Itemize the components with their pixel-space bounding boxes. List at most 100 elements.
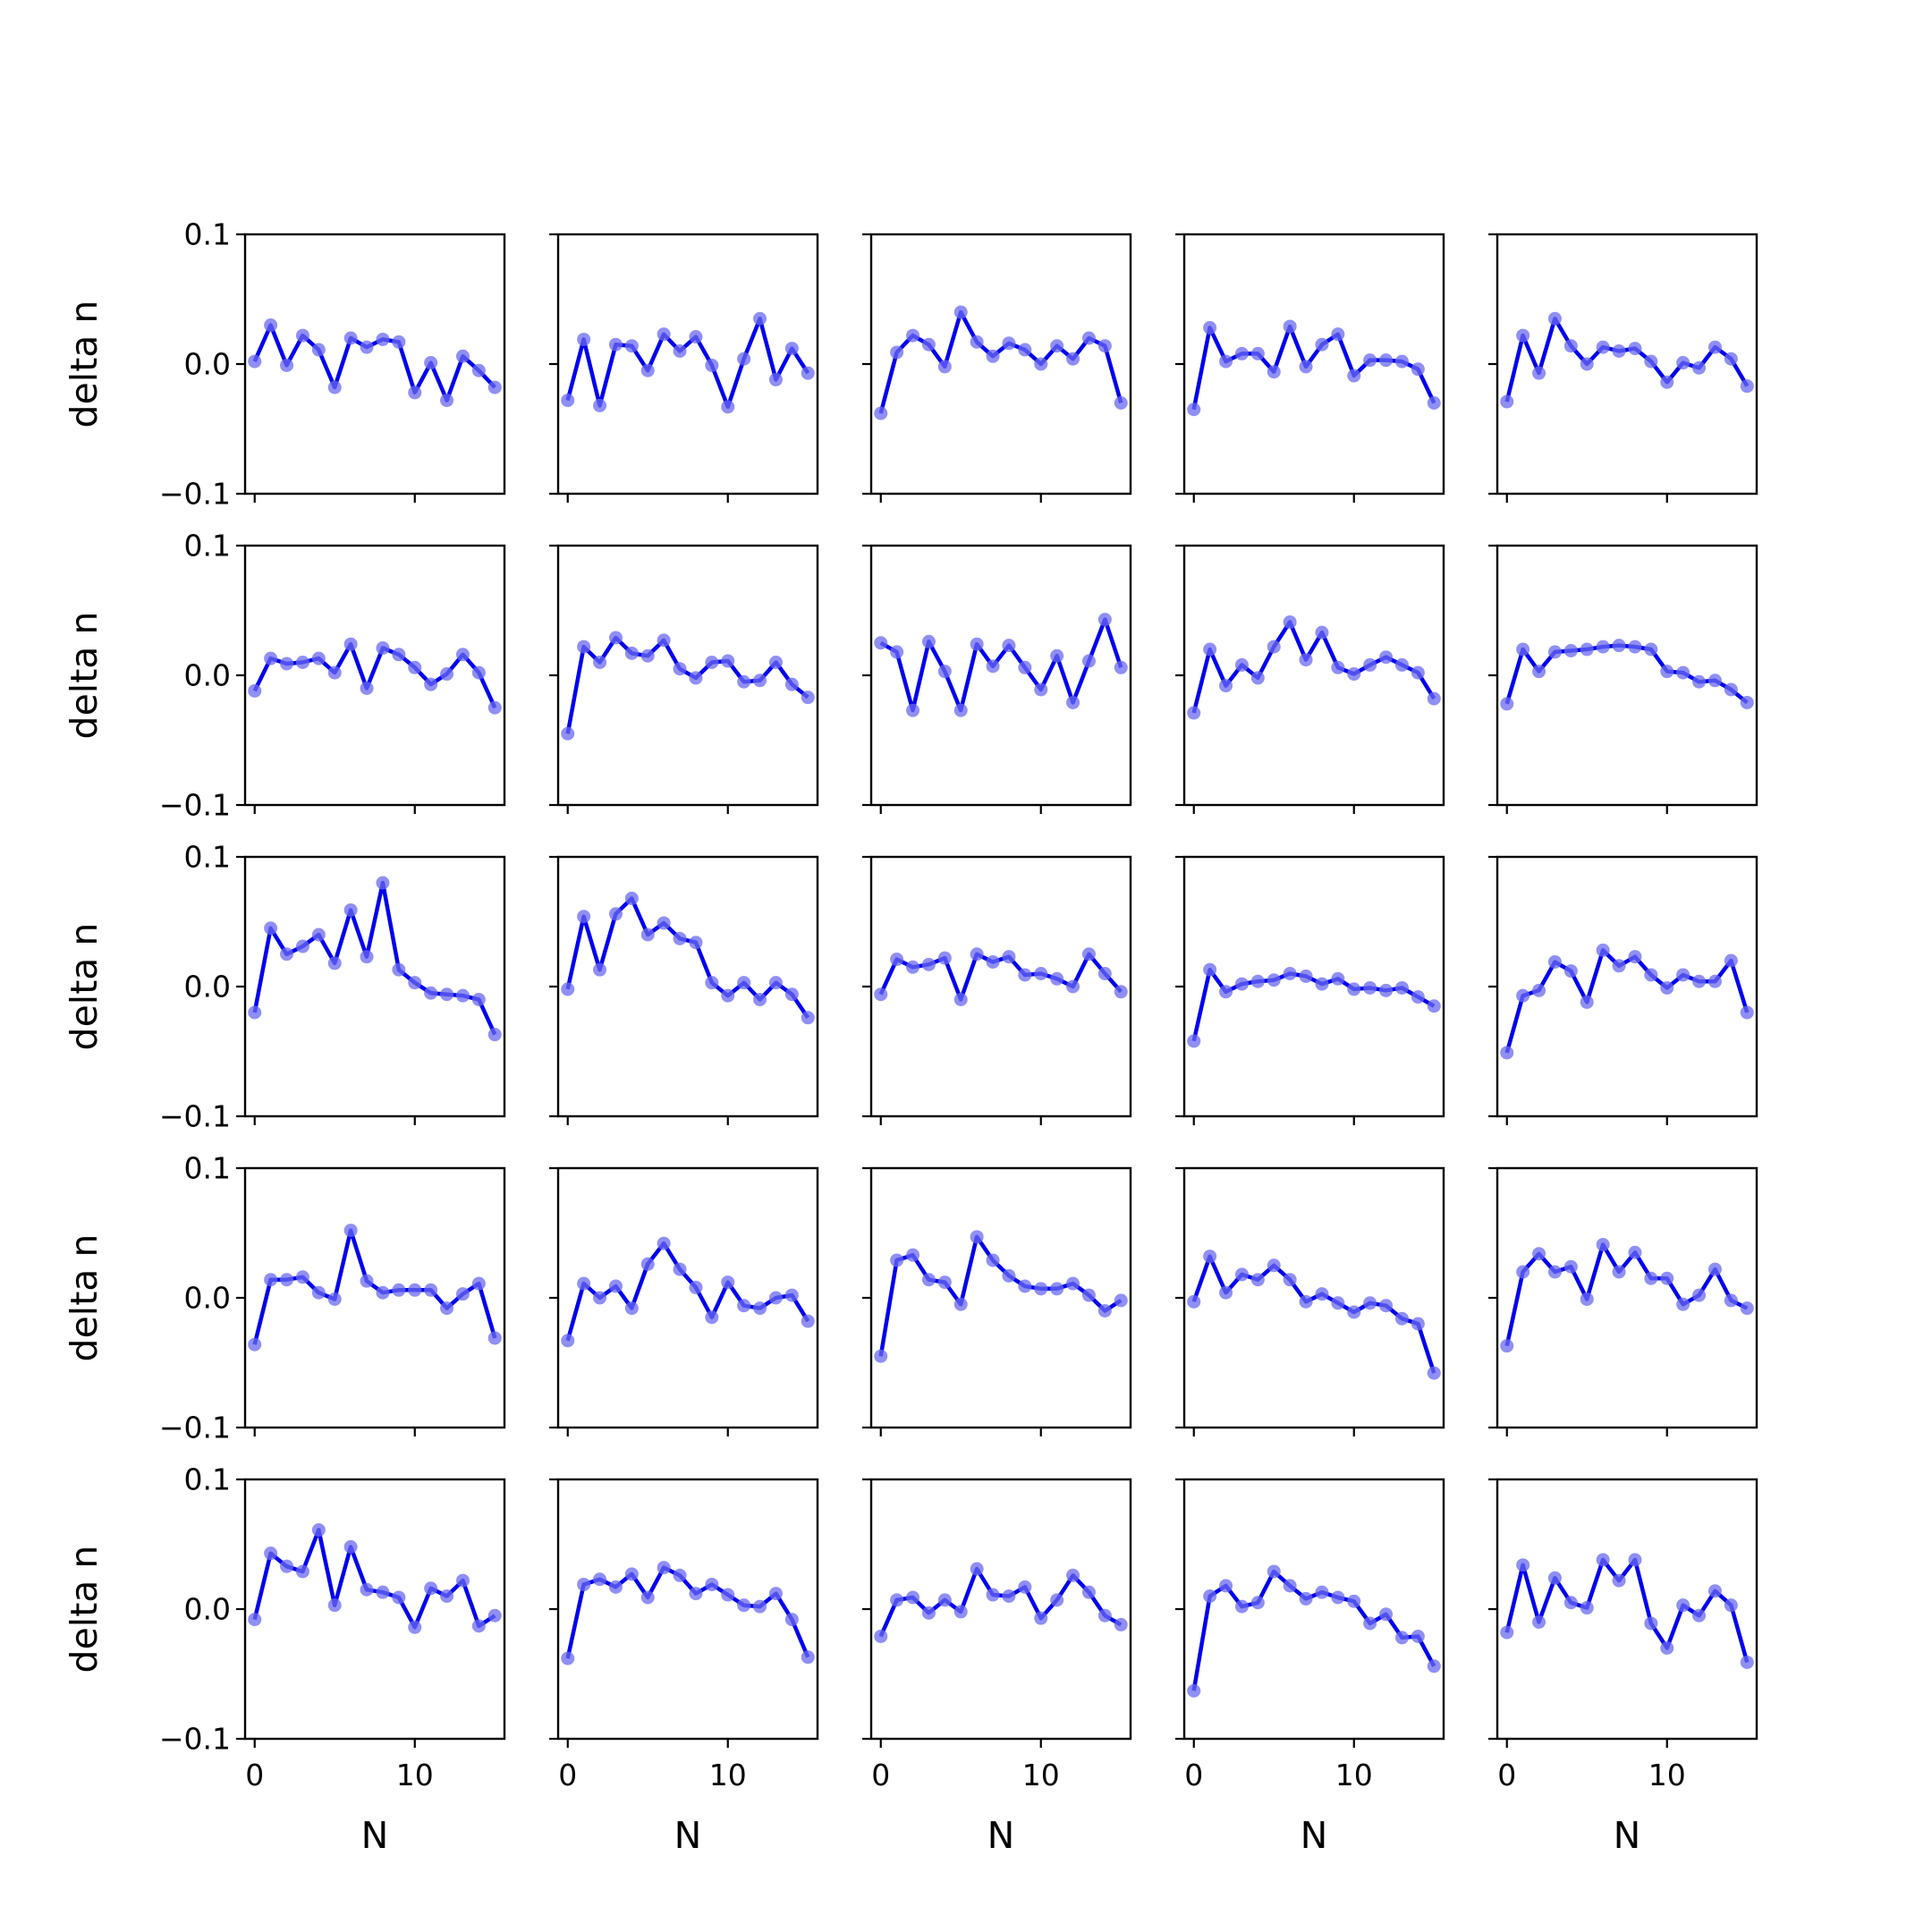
data-point-r2c3-4 xyxy=(937,665,952,679)
data-point-r5c3-0 xyxy=(874,1629,888,1643)
data-point-r4c1-12 xyxy=(440,1301,454,1316)
data-point-r5c2-5 xyxy=(640,1590,655,1605)
data-point-r4c1-6 xyxy=(343,1224,358,1238)
data-point-r1c1-15 xyxy=(487,380,502,394)
data-point-r2c2-10 xyxy=(721,654,735,668)
subplot-r5c5: 0 10N xyxy=(1488,1478,1758,1857)
data-point-r1c2-5 xyxy=(640,363,655,377)
data-point-r2c5-9 xyxy=(1644,642,1658,657)
data-point-r2c4-8 xyxy=(1315,625,1329,640)
data-point-r1c4-9 xyxy=(1331,327,1345,342)
data-point-r4c5-7 xyxy=(1612,1265,1626,1279)
data-point-r4c2-10 xyxy=(721,1275,735,1290)
data-point-r4c5-12 xyxy=(1692,1288,1707,1302)
subplot-r1c2 xyxy=(549,233,819,503)
data-point-r2c2-11 xyxy=(737,674,751,689)
data-point-r5c4-12 xyxy=(1379,1607,1394,1622)
x-axis-label-r5c5: N xyxy=(1614,1814,1641,1857)
data-point-r2c5-6 xyxy=(1596,640,1610,654)
data-point-r4c5-5 xyxy=(1580,1292,1594,1306)
data-point-r3c3-3 xyxy=(921,957,936,971)
data-point-r5c1-11 xyxy=(424,1581,438,1596)
y-tick-label-r4c1-0: −0.1 xyxy=(159,1411,231,1445)
data-point-r2c1-4 xyxy=(311,651,326,665)
data-point-r4c4-2 xyxy=(1219,1285,1233,1300)
data-point-r4c4-11 xyxy=(1363,1296,1377,1310)
data-point-r4c4-0 xyxy=(1187,1294,1201,1309)
data-point-r1c1-3 xyxy=(295,328,309,343)
data-point-r1c4-10 xyxy=(1347,369,1361,383)
data-point-r2c1-11 xyxy=(424,677,438,691)
data-point-r1c3-15 xyxy=(1114,396,1128,410)
data-point-r2c2-5 xyxy=(640,648,655,663)
data-point-r5c1-4 xyxy=(311,1523,326,1538)
data-point-r5c1-6 xyxy=(343,1539,358,1554)
axes-frame-r3c1 xyxy=(243,855,506,1118)
data-point-r1c4-15 xyxy=(1427,396,1441,410)
data-point-r1c1-10 xyxy=(408,386,422,400)
x-axis-label-r5c4: N xyxy=(1301,1814,1328,1857)
subplot-r4c2 xyxy=(549,1166,819,1436)
data-point-r5c2-0 xyxy=(561,1651,575,1665)
data-point-r1c5-0 xyxy=(1500,394,1514,409)
data-point-r3c1-3 xyxy=(295,939,309,953)
data-point-r2c1-9 xyxy=(392,648,406,662)
data-point-r4c2-14 xyxy=(784,1288,799,1302)
data-point-r3c3-13 xyxy=(1081,947,1096,962)
series-line-r4c4 xyxy=(1191,1254,1436,1374)
x-tick-label-r5c1-1: 10 xyxy=(396,1758,434,1792)
data-point-r2c1-3 xyxy=(295,656,309,669)
data-point-r2c5-4 xyxy=(1563,643,1578,657)
data-point-r4c1-14 xyxy=(471,1276,486,1291)
data-point-r5c2-11 xyxy=(737,1598,751,1613)
data-point-r1c3-11 xyxy=(1050,339,1064,353)
data-point-r4c2-0 xyxy=(561,1334,575,1348)
data-point-r1c5-1 xyxy=(1516,328,1530,343)
data-point-r2c5-13 xyxy=(1707,674,1722,688)
data-point-r3c5-4 xyxy=(1563,964,1578,979)
data-point-r5c5-11 xyxy=(1676,1598,1690,1613)
data-point-r1c3-8 xyxy=(1002,336,1016,351)
series-line-r2c3 xyxy=(879,617,1123,713)
data-point-r2c5-15 xyxy=(1740,695,1754,709)
data-point-r2c4-14 xyxy=(1411,665,1425,680)
data-point-r5c2-12 xyxy=(753,1599,767,1614)
x-tick-label-r5c5-1: 10 xyxy=(1648,1758,1686,1792)
data-point-r4c4-9 xyxy=(1331,1296,1345,1310)
y-tick-label-r5c1-0: −0.1 xyxy=(159,1722,231,1757)
data-point-r4c2-12 xyxy=(753,1301,767,1316)
series-line-r5c2 xyxy=(565,1565,810,1659)
x-axis-label-r5c2: N xyxy=(674,1814,702,1857)
data-point-r4c5-15 xyxy=(1740,1301,1754,1316)
data-point-r2c5-0 xyxy=(1500,697,1514,711)
data-point-r1c1-12 xyxy=(440,394,454,408)
axes-frame-r5c4 xyxy=(1182,1478,1445,1741)
y-tick-label-r3c1-2: 0.1 xyxy=(184,840,231,875)
data-point-r2c1-12 xyxy=(440,667,454,682)
data-point-r4c5-10 xyxy=(1660,1271,1674,1285)
data-point-r2c2-4 xyxy=(624,646,639,660)
data-point-r2c3-10 xyxy=(1034,682,1048,697)
data-point-r5c5-3 xyxy=(1547,1571,1562,1585)
data-point-r1c5-15 xyxy=(1740,379,1754,394)
data-point-r2c3-6 xyxy=(970,637,984,651)
data-point-r5c5-13 xyxy=(1707,1584,1722,1598)
y-tick-label-r1c1-2: 0.1 xyxy=(184,217,231,252)
data-point-r4c5-6 xyxy=(1596,1238,1610,1252)
data-point-r5c4-8 xyxy=(1315,1585,1329,1599)
data-point-r4c5-11 xyxy=(1676,1297,1690,1311)
series-line-r3c3 xyxy=(878,952,1123,1002)
x-tick-label-r5c2-0: 0 xyxy=(558,1758,577,1792)
subplot-r4c5 xyxy=(1488,1166,1758,1436)
data-point-r1c2-3 xyxy=(608,337,623,352)
data-point-r2c2-0 xyxy=(561,726,575,741)
data-point-r2c2-9 xyxy=(705,656,719,669)
data-point-r3c2-9 xyxy=(705,976,719,990)
data-point-r3c4-12 xyxy=(1379,983,1394,997)
data-point-r1c1-0 xyxy=(248,354,262,369)
data-point-r5c4-0 xyxy=(1187,1683,1201,1698)
data-point-r3c4-15 xyxy=(1427,999,1441,1013)
data-point-r3c4-3 xyxy=(1234,977,1249,991)
data-point-r1c1-13 xyxy=(455,349,470,363)
data-point-r1c1-14 xyxy=(471,363,486,377)
